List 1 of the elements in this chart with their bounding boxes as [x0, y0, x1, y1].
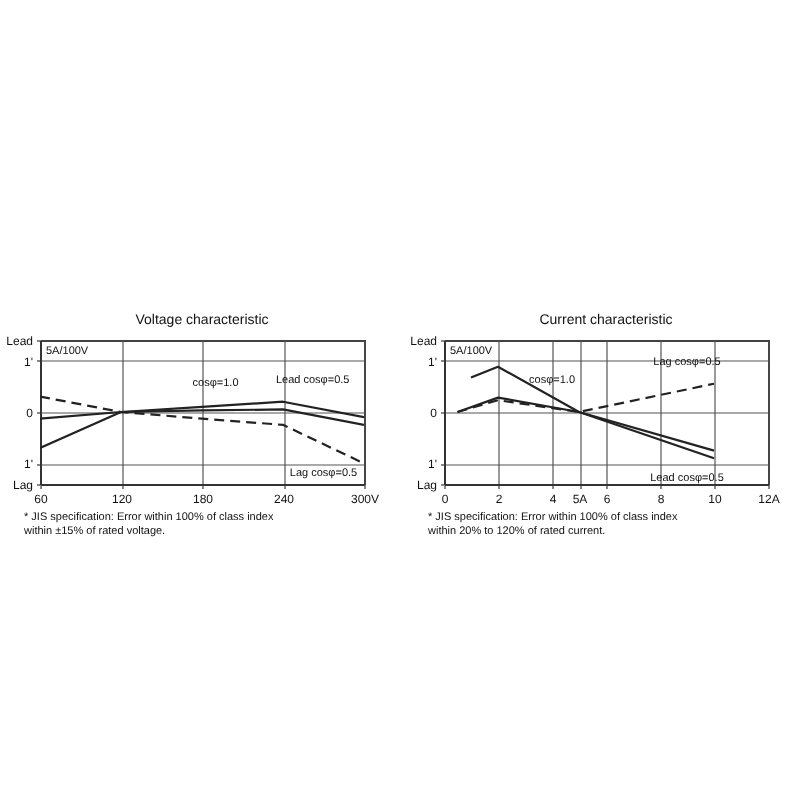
line-series	[40, 395, 364, 465]
